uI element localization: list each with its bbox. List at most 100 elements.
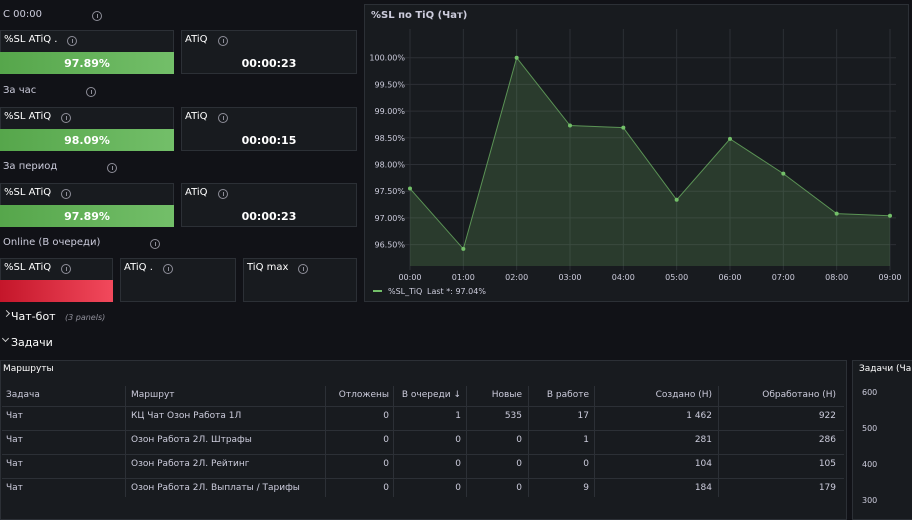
row-title: Чат-бот xyxy=(11,310,56,323)
table-cell: Озон Работа 2Л. Рейтинг xyxy=(131,459,250,469)
info-icon xyxy=(67,36,77,46)
stat-panel xyxy=(181,107,357,151)
table-cell: 0 xyxy=(383,483,389,493)
column-separator xyxy=(594,386,595,497)
y-tick-label: 97.50% xyxy=(374,187,405,196)
point xyxy=(888,213,892,218)
table-cell: 0 xyxy=(383,411,389,421)
row-title: Задачи xyxy=(11,336,53,349)
table-cell: 105 xyxy=(818,459,836,469)
panel-title: %SL ATiQ xyxy=(4,262,52,273)
column-separator xyxy=(325,386,326,497)
panel-title: ATiQ . xyxy=(124,262,153,273)
info-icon xyxy=(61,113,71,123)
info-icon xyxy=(61,264,71,274)
stat-bar-red xyxy=(0,280,113,302)
table-cell: 0 xyxy=(583,459,589,469)
table-cell: Чат xyxy=(6,435,23,445)
y-tick-label: 99.00% xyxy=(374,107,405,116)
point xyxy=(621,125,626,130)
row-line xyxy=(2,406,844,407)
info-icon xyxy=(163,264,173,274)
column-header: Маршрут xyxy=(131,390,175,400)
legend-label: %SL_TiQ xyxy=(388,287,422,296)
y-tick-label: 300 xyxy=(862,496,878,505)
table-panel xyxy=(0,360,847,520)
table-cell: 0 xyxy=(455,483,461,493)
table-cell: Озон Работа 2Л. Штрафы xyxy=(131,435,252,445)
info-icon xyxy=(107,163,117,173)
chart-panel xyxy=(364,4,909,302)
stat-bar-green xyxy=(0,205,174,227)
table-cell: 17 xyxy=(577,411,589,421)
stat-bar-green xyxy=(0,52,174,74)
y-tick-label: 100.00% xyxy=(369,54,405,63)
x-tick-label: 03:00 xyxy=(558,273,581,282)
panel-title: %SL ATiQ xyxy=(4,111,52,122)
point xyxy=(514,55,519,60)
row-note: (3 panels) xyxy=(65,313,106,322)
point xyxy=(781,171,786,176)
y-tick-label: 400 xyxy=(862,460,878,469)
table-cell: 535 xyxy=(504,411,522,421)
panel-title: %SL ATiQ xyxy=(4,187,52,198)
section-title: За период xyxy=(3,161,58,172)
table-cell: 0 xyxy=(383,435,389,445)
table-cell: 281 xyxy=(694,435,712,445)
stat-value: 00:00:15 xyxy=(241,134,297,147)
table-cell: 179 xyxy=(818,483,836,493)
legend-value: Last *: 97.04% xyxy=(427,287,486,296)
stat-bar-green xyxy=(0,129,174,151)
table-cell: 286 xyxy=(818,435,836,445)
y-tick-label: 98.00% xyxy=(374,161,405,170)
table-cell: 1 xyxy=(583,435,589,445)
column-header: Создано (Н) xyxy=(655,390,712,400)
point xyxy=(728,136,732,141)
column-separator xyxy=(393,386,394,497)
y-tick-label: 98.50% xyxy=(374,134,405,143)
column-separator xyxy=(466,386,467,497)
column-separator xyxy=(125,386,126,497)
table-cell: Чат xyxy=(6,483,23,493)
table-cell: 0 xyxy=(455,435,461,445)
area xyxy=(410,57,890,266)
line-chart: %SL по TiQ (Чат) 96.50% 97.00% 97.50% 98.00%… xyxy=(369,10,901,296)
panel-title: TiQ max xyxy=(247,262,289,273)
stat-value: 97.89% xyxy=(64,210,110,223)
x-tick-label: 05:00 xyxy=(665,273,688,282)
table-cell: КЦ Чат Озон Работа 1Л xyxy=(131,411,242,421)
stat-panel xyxy=(181,30,357,74)
column-header: В очереди ↓ xyxy=(401,390,461,400)
panel-title: ATiQ xyxy=(185,34,208,45)
table-cell: 922 xyxy=(818,411,836,421)
x-tick-label: 09:00 xyxy=(878,273,901,282)
point xyxy=(461,246,466,251)
info-icon xyxy=(150,239,160,249)
table-cell: Чат xyxy=(6,459,23,469)
point xyxy=(408,186,412,191)
section-title: За час xyxy=(3,85,37,96)
panel-title: ATiQ xyxy=(185,187,208,198)
legend-swatch xyxy=(373,290,382,292)
info-icon xyxy=(92,11,102,21)
x-tick-label: 01:00 xyxy=(452,273,475,282)
chart-title: %SL по TiQ (Чат) xyxy=(371,10,467,21)
info-icon xyxy=(298,264,308,274)
info-icon xyxy=(61,189,71,199)
y-tick-label: 97.00% xyxy=(374,214,405,223)
panel-title: %SL ATiQ . xyxy=(4,34,58,45)
table-cell: 0 xyxy=(516,459,522,469)
info-icon xyxy=(218,189,228,199)
table-cell: 9 xyxy=(583,483,589,493)
table-cell: 104 xyxy=(694,459,712,469)
x-tick-label: 00:00 xyxy=(398,273,421,282)
table-cell: 0 xyxy=(455,459,461,469)
info-icon xyxy=(86,87,96,97)
y-tick-label: 99.50% xyxy=(374,80,405,89)
table-title: Маршруты xyxy=(3,364,54,374)
y-tick-label: 500 xyxy=(862,424,878,433)
info-icon xyxy=(218,113,228,123)
info-icon xyxy=(218,36,228,46)
stat-value: 98.09% xyxy=(64,134,110,147)
